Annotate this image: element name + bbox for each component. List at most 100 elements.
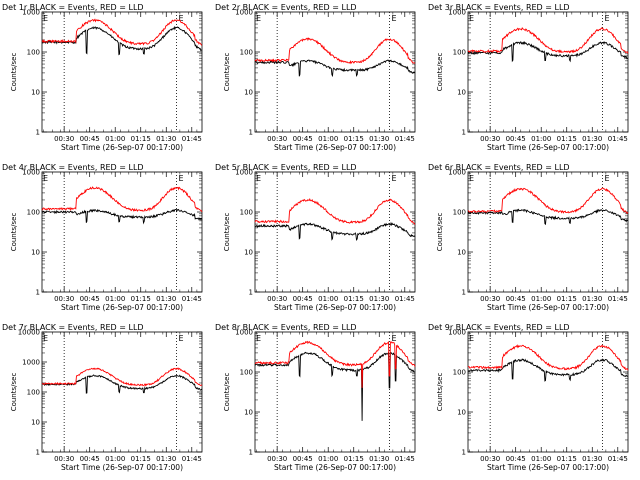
x-tick-label: 01:00 [105, 135, 125, 143]
x-tick-label: 00:45 [506, 135, 526, 143]
y-tick-label: 100 [27, 209, 40, 217]
x-tick-label: 01:15 [131, 135, 151, 143]
x-tick-label: 00:45 [80, 295, 100, 303]
marker-label-left: E [256, 14, 261, 23]
series-line-red [254, 197, 416, 225]
x-tick-label: 00:30 [267, 135, 287, 143]
x-tick-label: 01:45 [395, 135, 415, 143]
y-tick-label: 1 [36, 129, 40, 137]
series-line-black [41, 374, 203, 394]
chart-panel-3: Det 3r BLACK = Events, RED = LLD 1 10 100 10… [428, 3, 629, 152]
chart-title: Det 6r BLACK = Events, RED = LLD [428, 163, 570, 172]
marker-label-left: E [43, 14, 48, 23]
plot-frame [41, 171, 203, 293]
x-tick-label: 01:30 [156, 455, 176, 463]
marker-label: E [604, 174, 609, 183]
series-line-red [467, 187, 629, 214]
plot-frame [254, 171, 416, 293]
y-axis-label: Counts/sec [10, 373, 18, 412]
marker-label-left: E [256, 334, 261, 343]
chart-title: Det 9r BLACK = Events, RED = LLD [428, 323, 570, 332]
x-tick-label: 00:45 [80, 135, 100, 143]
x-tick-label: 01:00 [318, 135, 338, 143]
y-tick-label: 10 [31, 419, 40, 427]
x-axis-label: Start Time (26-Sep-07 00:17:00) [487, 303, 609, 312]
x-tick-label: 01:30 [369, 455, 389, 463]
y-axis-label: Counts/sec [223, 373, 231, 412]
series-line-black [467, 40, 629, 63]
chart-title: Det 7r BLACK = Events, RED = LLD [2, 323, 144, 332]
plot-frame [254, 11, 416, 133]
y-tick-label: 10 [244, 409, 253, 417]
x-tick-label: 00:30 [54, 295, 74, 303]
series-line-black [41, 208, 203, 225]
marker-label: E [178, 174, 183, 183]
marker-label-left: E [43, 174, 48, 183]
x-tick-label: 00:45 [80, 455, 100, 463]
y-tick-label: 1000 [235, 169, 253, 177]
x-tick-label: 01:45 [395, 295, 415, 303]
y-tick-label: 1 [462, 129, 466, 137]
x-tick-label: 01:00 [531, 295, 551, 303]
x-tick-label: 01:45 [182, 135, 202, 143]
chart-title: Det 2r BLACK = Events, RED = LLD [215, 3, 357, 12]
series-line-red [254, 37, 416, 65]
y-tick-label: 1 [249, 129, 253, 137]
y-tick-label: 10 [457, 409, 466, 417]
x-tick-label: 01:45 [608, 135, 628, 143]
marker-label: E [391, 14, 396, 23]
x-axis-label: Start Time (26-Sep-07 00:17:00) [61, 463, 183, 472]
x-tick-label: 01:30 [582, 295, 602, 303]
y-tick-label: 100 [240, 209, 253, 217]
y-tick-label: 1 [462, 289, 466, 297]
y-tick-label: 10 [457, 89, 466, 97]
x-tick-label: 01:15 [557, 295, 577, 303]
chart-panel-8: Det 8r BLACK = Events, RED = LLD 1 10 100 10… [215, 323, 416, 472]
chart-title: Det 5r BLACK = Events, RED = LLD [215, 163, 357, 172]
y-tick-label: 100 [240, 369, 253, 377]
x-tick-label: 01:30 [582, 135, 602, 143]
y-tick-label: 1000 [22, 169, 40, 177]
x-axis-label: Start Time (26-Sep-07 00:17:00) [274, 303, 396, 312]
x-axis-label: Start Time (26-Sep-07 00:17:00) [61, 303, 183, 312]
series-line-red [254, 340, 416, 388]
x-tick-label: 00:30 [480, 135, 500, 143]
y-axis-label: Counts/sec [436, 213, 444, 252]
y-axis-label: Counts/sec [10, 53, 18, 92]
series-line-black [467, 208, 629, 226]
x-tick-label: 01:15 [557, 455, 577, 463]
y-axis-label: Counts/sec [223, 53, 231, 92]
series-line-red [467, 27, 629, 54]
x-axis-label: Start Time (26-Sep-07 00:17:00) [487, 143, 609, 152]
x-tick-label: 01:00 [318, 455, 338, 463]
marker-label-left: E [469, 14, 474, 23]
y-tick-label: 100 [453, 369, 466, 377]
y-axis-label: Counts/sec [436, 373, 444, 412]
marker-label: E [391, 174, 396, 183]
marker-label-left: E [469, 174, 474, 183]
chart-panel-1: Det 1r BLACK = Events, RED = LLD 1 10 100 10… [2, 3, 203, 152]
x-tick-label: 00:45 [293, 295, 313, 303]
marker-label: E [604, 14, 609, 23]
chart-title: Det 4r BLACK = Events, RED = LLD [2, 163, 144, 172]
plot-frame [467, 11, 629, 133]
x-tick-label: 00:30 [267, 295, 287, 303]
marker-label-left: E [43, 334, 48, 343]
y-tick-label: 10 [244, 89, 253, 97]
x-tick-label: 01:15 [131, 455, 151, 463]
y-tick-label: 100 [240, 49, 253, 57]
chart-panel-2: Det 2r BLACK = Events, RED = LLD 1 10 100 10… [215, 3, 416, 152]
y-tick-label: 1000 [22, 9, 40, 17]
y-tick-label: 100 [453, 209, 466, 217]
y-tick-label: 10 [31, 249, 40, 257]
y-tick-label: 1 [249, 449, 253, 457]
series-line-red [41, 367, 203, 387]
x-tick-label: 01:15 [344, 455, 364, 463]
series-line-black [254, 59, 416, 78]
chart-title: Det 3r BLACK = Events, RED = LLD [428, 3, 570, 12]
x-tick-label: 01:15 [344, 135, 364, 143]
y-tick-label: 10 [31, 89, 40, 97]
x-tick-label: 01:30 [369, 295, 389, 303]
x-tick-label: 01:00 [531, 135, 551, 143]
